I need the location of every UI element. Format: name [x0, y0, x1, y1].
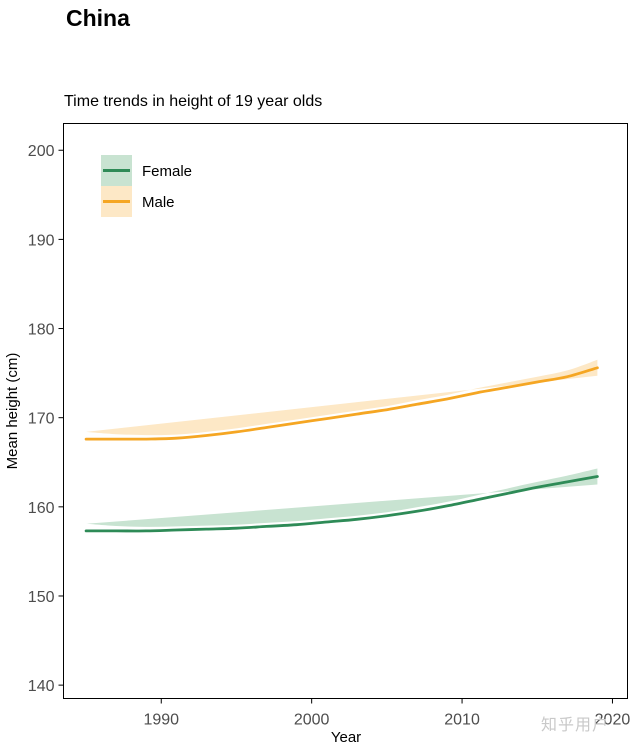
- series-lines: [84, 366, 599, 533]
- chart-title: Time trends in height of 19 year olds: [64, 93, 323, 110]
- y-tick-label: 140: [28, 678, 55, 695]
- plot-frame: [63, 123, 628, 699]
- x-tick-label: 1990: [143, 712, 179, 729]
- legend-label-female: Female: [142, 163, 192, 180]
- legend-label-male: Male: [142, 194, 175, 211]
- y-tick-label: 170: [28, 411, 55, 428]
- y-tick-label: 190: [28, 232, 55, 249]
- x-axis-title: Year: [331, 729, 361, 746]
- x-axis: 1990 2000 2010 2020: [143, 698, 631, 729]
- male-series-line: [84, 366, 599, 441]
- y-tick-label: 160: [28, 500, 55, 517]
- x-tick-label: 2010: [444, 712, 480, 729]
- female-confidence-band: [86, 468, 598, 527]
- y-axis-title: Mean height (cm): [4, 353, 21, 470]
- watermark: 知乎用户: [541, 715, 610, 734]
- y-axis: 140 150 160 170 180 190 200: [28, 143, 64, 695]
- y-tick-label: 150: [28, 589, 55, 606]
- y-tick-label: 200: [28, 143, 55, 160]
- x-tick-label: 2020: [595, 712, 631, 729]
- female-series-line: [84, 475, 599, 533]
- legend: Female Male: [101, 155, 192, 217]
- male-confidence-band: [86, 359, 598, 436]
- confidence-bands: [86, 359, 598, 527]
- y-tick-label: 180: [28, 322, 55, 339]
- x-tick-label: 2000: [294, 712, 330, 729]
- page-title: China: [66, 5, 130, 31]
